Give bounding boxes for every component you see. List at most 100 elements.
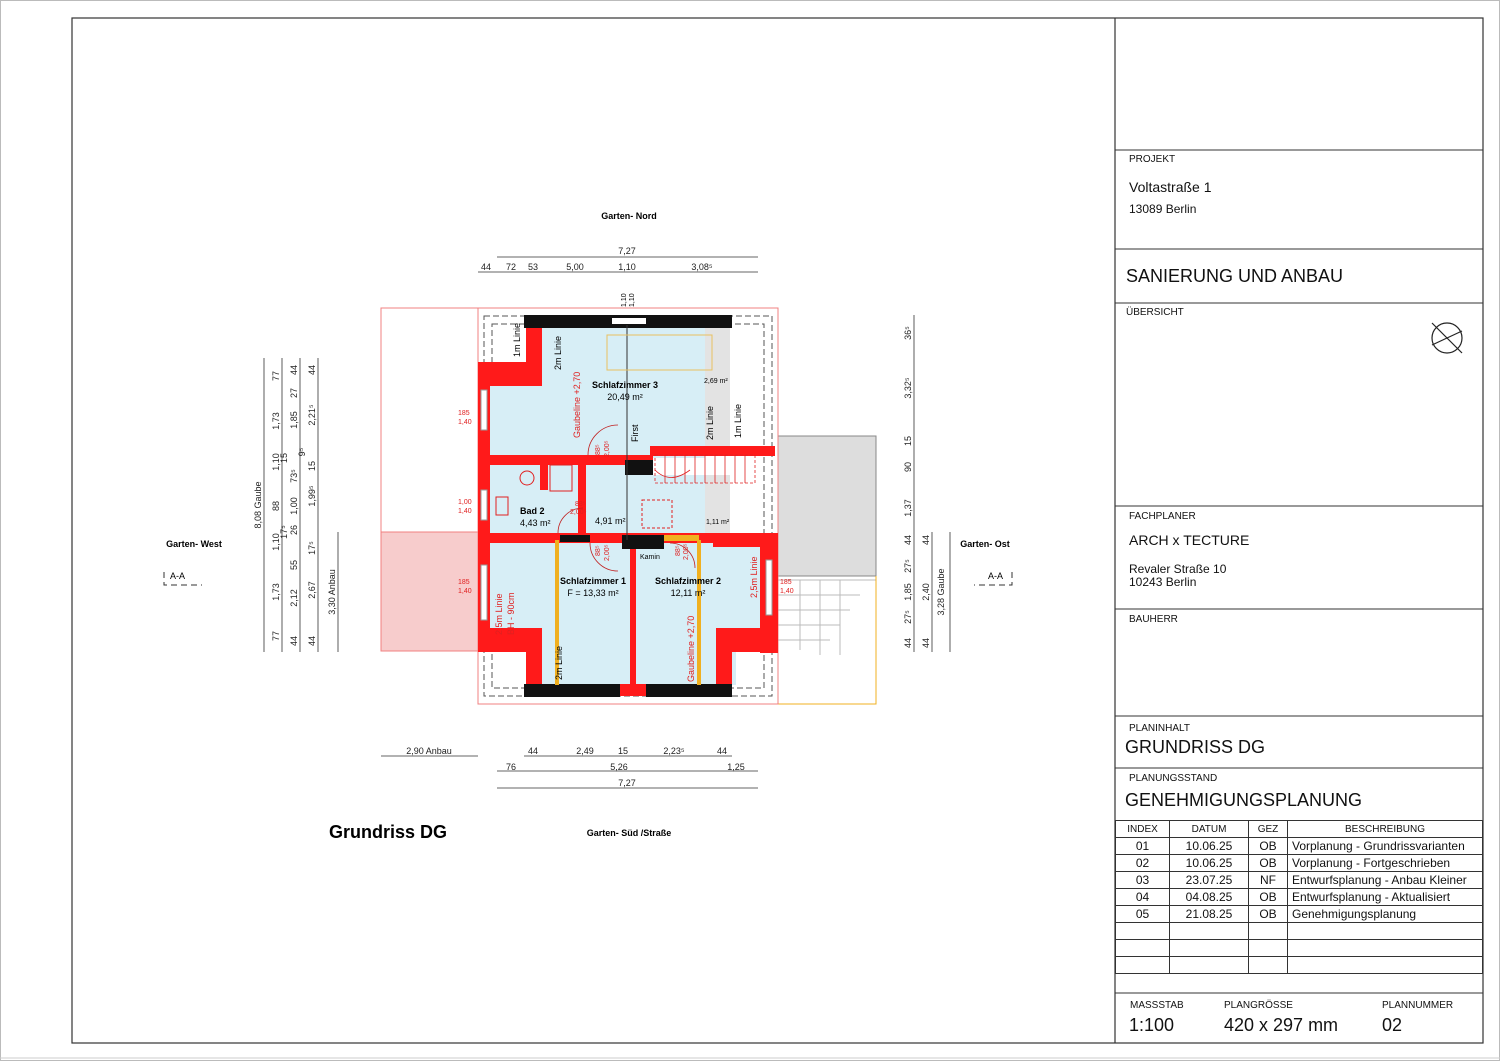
revision-author: OB <box>1248 854 1288 872</box>
svg-text:A-A: A-A <box>170 571 185 581</box>
dim-label: 1,37 <box>903 499 913 517</box>
dim-label: 2,90 Anbau <box>406 746 452 756</box>
line-label: 2,5m Linie <box>749 556 759 598</box>
dim-label: 3,30 Anbau <box>327 569 337 615</box>
gaubeline-label: Gaubeline +2,70 <box>686 616 696 682</box>
revision-description <box>1287 956 1483 974</box>
dim-label: 53 <box>528 262 538 272</box>
line-label: 1m Linie <box>733 404 743 438</box>
section-mark-west: A-A <box>163 571 202 586</box>
revision-index <box>1115 939 1170 957</box>
dim-label: 76 <box>506 762 516 772</box>
door-dim: 2,00⁵ <box>683 543 690 560</box>
svg-text:A-A: A-A <box>988 571 1003 581</box>
revision-date: 04.08.25 <box>1169 888 1249 906</box>
dim-label: 2,40 <box>921 583 931 601</box>
revision-author: OB <box>1248 905 1288 923</box>
dim-label: 2,49 <box>576 746 594 756</box>
dim-label: 15 <box>279 453 289 463</box>
revision-description <box>1287 922 1483 940</box>
planinhalt-label: PLANINHALT <box>1129 723 1190 734</box>
dim-label: 9⁵ <box>297 447 307 456</box>
dim-label: 26 <box>289 525 299 535</box>
door-dim: 88⁵ <box>675 545 682 556</box>
dim-label: 44 <box>921 638 931 648</box>
revision-author: OB <box>1248 888 1288 906</box>
dim-label: 8,08 Gaube <box>253 481 263 528</box>
planungsstand: GENEHMIGUNGSPLANUNG <box>1125 790 1363 810</box>
dim-label: 1,00 <box>289 497 299 515</box>
line-label: 2m Linie <box>553 336 563 370</box>
fachplaner-name: ARCH x TECTURE <box>1129 532 1250 548</box>
dim-label: 44 <box>481 262 491 272</box>
dim-label: 44 <box>903 535 913 545</box>
gable-wall-south <box>524 684 620 697</box>
east-stair-lines <box>778 579 876 655</box>
east-annex <box>777 435 877 577</box>
section-mark-east: A-A <box>974 571 1013 586</box>
dim-label: 44 <box>921 535 931 545</box>
revision-index: 01 <box>1115 837 1170 855</box>
projekt-street: Voltastraße 1 <box>1129 179 1212 195</box>
door-dim: 88⁵ <box>595 545 602 556</box>
window-dim: 1,00 <box>458 499 472 506</box>
line-label: 1m Linie <box>512 323 522 357</box>
plan-title: Grundriss DG <box>329 822 447 842</box>
revision-date: 21.08.25 <box>1169 905 1249 923</box>
plangroesse-label: PLANGRÖSSE <box>1224 1000 1293 1011</box>
dim-label: 44 <box>307 365 317 375</box>
dimension-lines <box>263 256 951 789</box>
room-area: 4,43 m² <box>520 518 551 528</box>
dim-label: 90 <box>903 462 913 472</box>
revision-row: 01 10.06.25 OB Vorplanung - Grundrissvarian… <box>1115 837 1483 855</box>
dim-label: 5,26 <box>610 762 628 772</box>
door-dim: 88⁵ <box>575 501 586 508</box>
titleblock-lines <box>1115 149 1483 994</box>
orientation-west: Garten- West <box>166 539 222 549</box>
fachplaner-city: 10243 Berlin <box>1129 575 1197 589</box>
massstab-label: MASSSTAB <box>1130 1000 1184 1011</box>
dim-label: 7,27 <box>618 246 636 256</box>
projekt-label: PROJEKT <box>1129 154 1176 165</box>
kamin-label: Kamin <box>640 554 660 561</box>
bauherr-label: BAUHERR <box>1129 614 1178 625</box>
revision-author: NF <box>1248 871 1288 889</box>
dim-label: 27 <box>289 388 299 398</box>
dim-label: 15 <box>307 461 317 471</box>
dim-label: 1,73 <box>271 583 281 601</box>
revision-row: 03 23.07.25 NF Entwurfsplanung - Anbau Klei… <box>1115 871 1483 889</box>
staircase <box>654 454 756 484</box>
dim-label: 36⁵ <box>903 326 913 340</box>
revision-description: Vorplanung - Grundrissvarianten <box>1287 837 1483 855</box>
room-area: 20,49 m² <box>607 392 643 402</box>
projekt-city: 13089 Berlin <box>1129 202 1197 216</box>
door-dim: 2,00⁵ <box>604 544 611 561</box>
dim-label: 17⁵ <box>307 541 317 555</box>
revision-table: INDEX DATUM GEZ BESCHREIBUNG 01 10.06.25 O… <box>1115 820 1483 974</box>
revision-row <box>1115 922 1483 940</box>
revision-index: 04 <box>1115 888 1170 906</box>
plannummer-label: PLANNUMMER <box>1382 1000 1454 1011</box>
orientation-east: Garten- Ost <box>960 539 1010 549</box>
drawing-frame <box>71 17 1484 1044</box>
dim-label: 3,32⁵ <box>903 377 913 399</box>
north-arrow-circle-icon <box>1431 322 1463 354</box>
revision-row: 02 10.06.25 OB Vorplanung - Fortgeschrieben <box>1115 854 1483 872</box>
window-dim: 185 <box>458 410 470 417</box>
anbau-fill <box>380 531 479 652</box>
door-dim: 2,00⁵ <box>570 509 587 516</box>
window-dim: 1,40 <box>458 508 472 515</box>
window-dim: 185 <box>780 579 792 586</box>
east-beam-outline <box>778 576 877 705</box>
dim-label: 44 <box>307 636 317 646</box>
door-swings <box>557 424 696 572</box>
room-name: Schlafzimmer 3 <box>592 380 658 390</box>
room-name: Schlafzimmer 2 <box>655 576 721 586</box>
plannummer: 02 <box>1382 1015 1403 1035</box>
dim-label: 1,85 <box>289 411 299 429</box>
dim-label: 15 <box>903 436 913 446</box>
door-dim: 88⁵ <box>595 444 602 455</box>
col-header-gez: GEZ <box>1248 820 1288 838</box>
rooms <box>490 328 762 685</box>
